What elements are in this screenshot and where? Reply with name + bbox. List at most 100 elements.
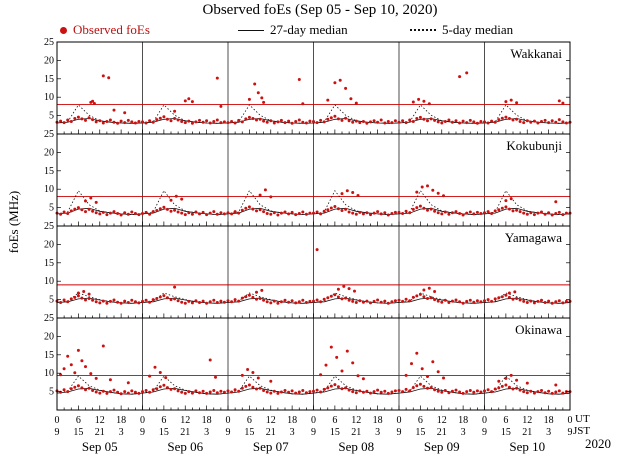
y-tick-label: 5	[49, 295, 54, 306]
y-tick-label: 15	[44, 258, 54, 269]
legend-item-median5: 5-day median	[410, 22, 513, 38]
scatter-points	[55, 344, 572, 396]
jst-tick-label: 3	[461, 427, 466, 438]
dotted-line-icon	[410, 29, 436, 31]
scatter-points	[55, 248, 572, 305]
jst-tick-label: 9	[226, 427, 231, 438]
jst-tick-label: 21	[266, 427, 276, 438]
jst-tick-label: 3	[290, 427, 295, 438]
ut-tick-label: 12	[180, 415, 190, 426]
year-label: 2020	[585, 436, 611, 451]
legend-observed-label: Observed foEs	[73, 22, 150, 37]
y-tick-label: 25	[44, 313, 54, 324]
ut-tick-label: 12	[266, 415, 276, 426]
ut-tick-label: 0	[140, 415, 145, 426]
ut-tick-label: 0	[311, 415, 316, 426]
station-label: Okinawa	[515, 322, 562, 337]
jst-tick-label: 15	[73, 427, 83, 438]
ut-tick-label: 18	[202, 415, 212, 426]
ut-tick-label: 6	[76, 415, 81, 426]
jst-tick-label: 21	[437, 427, 447, 438]
ut-axis-unit-label: UT	[575, 413, 590, 425]
panel-kokubunji: 5 10 15 20 25 Kokubunji	[44, 129, 572, 227]
y-tick-label: 15	[44, 350, 54, 361]
ut-tick-label: 12	[95, 415, 105, 426]
jst-tick-label: 9	[568, 427, 573, 438]
y-tick-label: 10	[44, 368, 54, 379]
y-tick-label: 20	[44, 147, 54, 158]
y-tick-label: 20	[44, 55, 54, 66]
ut-tick-label: 0	[482, 415, 487, 426]
jst-tick-label: 21	[95, 427, 105, 438]
ut-tick-label: 18	[373, 415, 383, 426]
jst-tick-label: 21	[180, 427, 190, 438]
day-label: Sep 05	[82, 439, 118, 454]
ut-tick-label: 6	[332, 415, 337, 426]
ut-tick-label: 6	[247, 415, 252, 426]
ut-tick-label: 12	[351, 415, 361, 426]
ut-tick-label: 12	[522, 415, 532, 426]
observed-dot-icon	[60, 26, 67, 34]
day-label: Sep 10	[509, 439, 545, 454]
jst-tick-label: 21	[351, 427, 361, 438]
panel-border	[56, 317, 571, 411]
ut-tick-label: 18	[116, 415, 126, 426]
day-label: Sep 07	[253, 439, 289, 454]
jst-tick-label: 15	[415, 427, 425, 438]
y-tick-label: 25	[44, 221, 54, 232]
day-label: Sep 06	[167, 439, 203, 454]
chart-title: Observed foEs (Sep 05 - Sep 10, 2020)	[202, 2, 438, 18]
legend-median27-label: 27-day median	[270, 22, 348, 37]
jst-tick-label: 21	[522, 427, 532, 438]
ut-tick-label: 0	[568, 415, 573, 426]
ut-tick-label: 6	[418, 415, 423, 426]
panel-wakkanai: 5 10 15 20 25 Wakkanai	[44, 37, 572, 135]
legend-median5-label: 5-day median	[442, 22, 514, 37]
jst-axis-unit-label: JST	[573, 425, 591, 437]
panel-okinawa: 5 10 15 20 25 Okinawa	[44, 313, 572, 411]
jst-tick-label: 9	[482, 427, 487, 438]
y-tick-label: 5	[49, 203, 54, 214]
y-tick-label: 5	[49, 111, 54, 122]
ut-tick-label: 0	[226, 415, 231, 426]
y-tick-label: 20	[44, 331, 54, 342]
median5-line	[56, 292, 571, 304]
y-tick-label: 10	[44, 276, 54, 287]
ut-tick-label: 6	[503, 415, 508, 426]
jst-tick-label: 3	[546, 427, 551, 438]
station-label: Wakkanai	[510, 46, 562, 61]
y-tick-label: 25	[44, 129, 54, 140]
jst-tick-label: 9	[55, 427, 60, 438]
jst-tick-label: 3	[204, 427, 209, 438]
y-tick-label: 15	[44, 74, 54, 85]
jst-tick-label: 9	[311, 427, 316, 438]
y-tick-label: 10	[44, 184, 54, 195]
station-label: Yamagawa	[505, 230, 562, 245]
ut-tick-label: 18	[458, 415, 468, 426]
jst-tick-label: 15	[501, 427, 511, 438]
day-label: Sep 09	[424, 439, 460, 454]
jst-tick-label: 9	[140, 427, 145, 438]
ut-tick-label: 6	[161, 415, 166, 426]
legend-item-median27: 27-day median	[238, 22, 348, 38]
jst-tick-label: 3	[375, 427, 380, 438]
day-label: Sep 08	[338, 439, 374, 454]
ut-tick-label: 0	[55, 415, 60, 426]
scatter-points	[55, 184, 572, 217]
legend-item-observed: Observed foEs	[60, 22, 150, 38]
jst-tick-label: 3	[119, 427, 124, 438]
solid-line-icon	[238, 29, 264, 31]
jst-tick-label: 15	[244, 427, 254, 438]
jst-tick-label: 15	[159, 427, 169, 438]
y-tick-label: 20	[44, 239, 54, 250]
panel-yamagawa: 5 10 15 20 25 Yamagawa	[44, 221, 572, 319]
ut-tick-label: 18	[544, 415, 554, 426]
y-tick-label: 25	[44, 37, 54, 48]
scatter-points	[55, 71, 572, 125]
ut-tick-label: 12	[437, 415, 447, 426]
jst-tick-label: 9	[397, 427, 402, 438]
ut-tick-label: 18	[287, 415, 297, 426]
ut-tick-label: 0	[397, 415, 402, 426]
